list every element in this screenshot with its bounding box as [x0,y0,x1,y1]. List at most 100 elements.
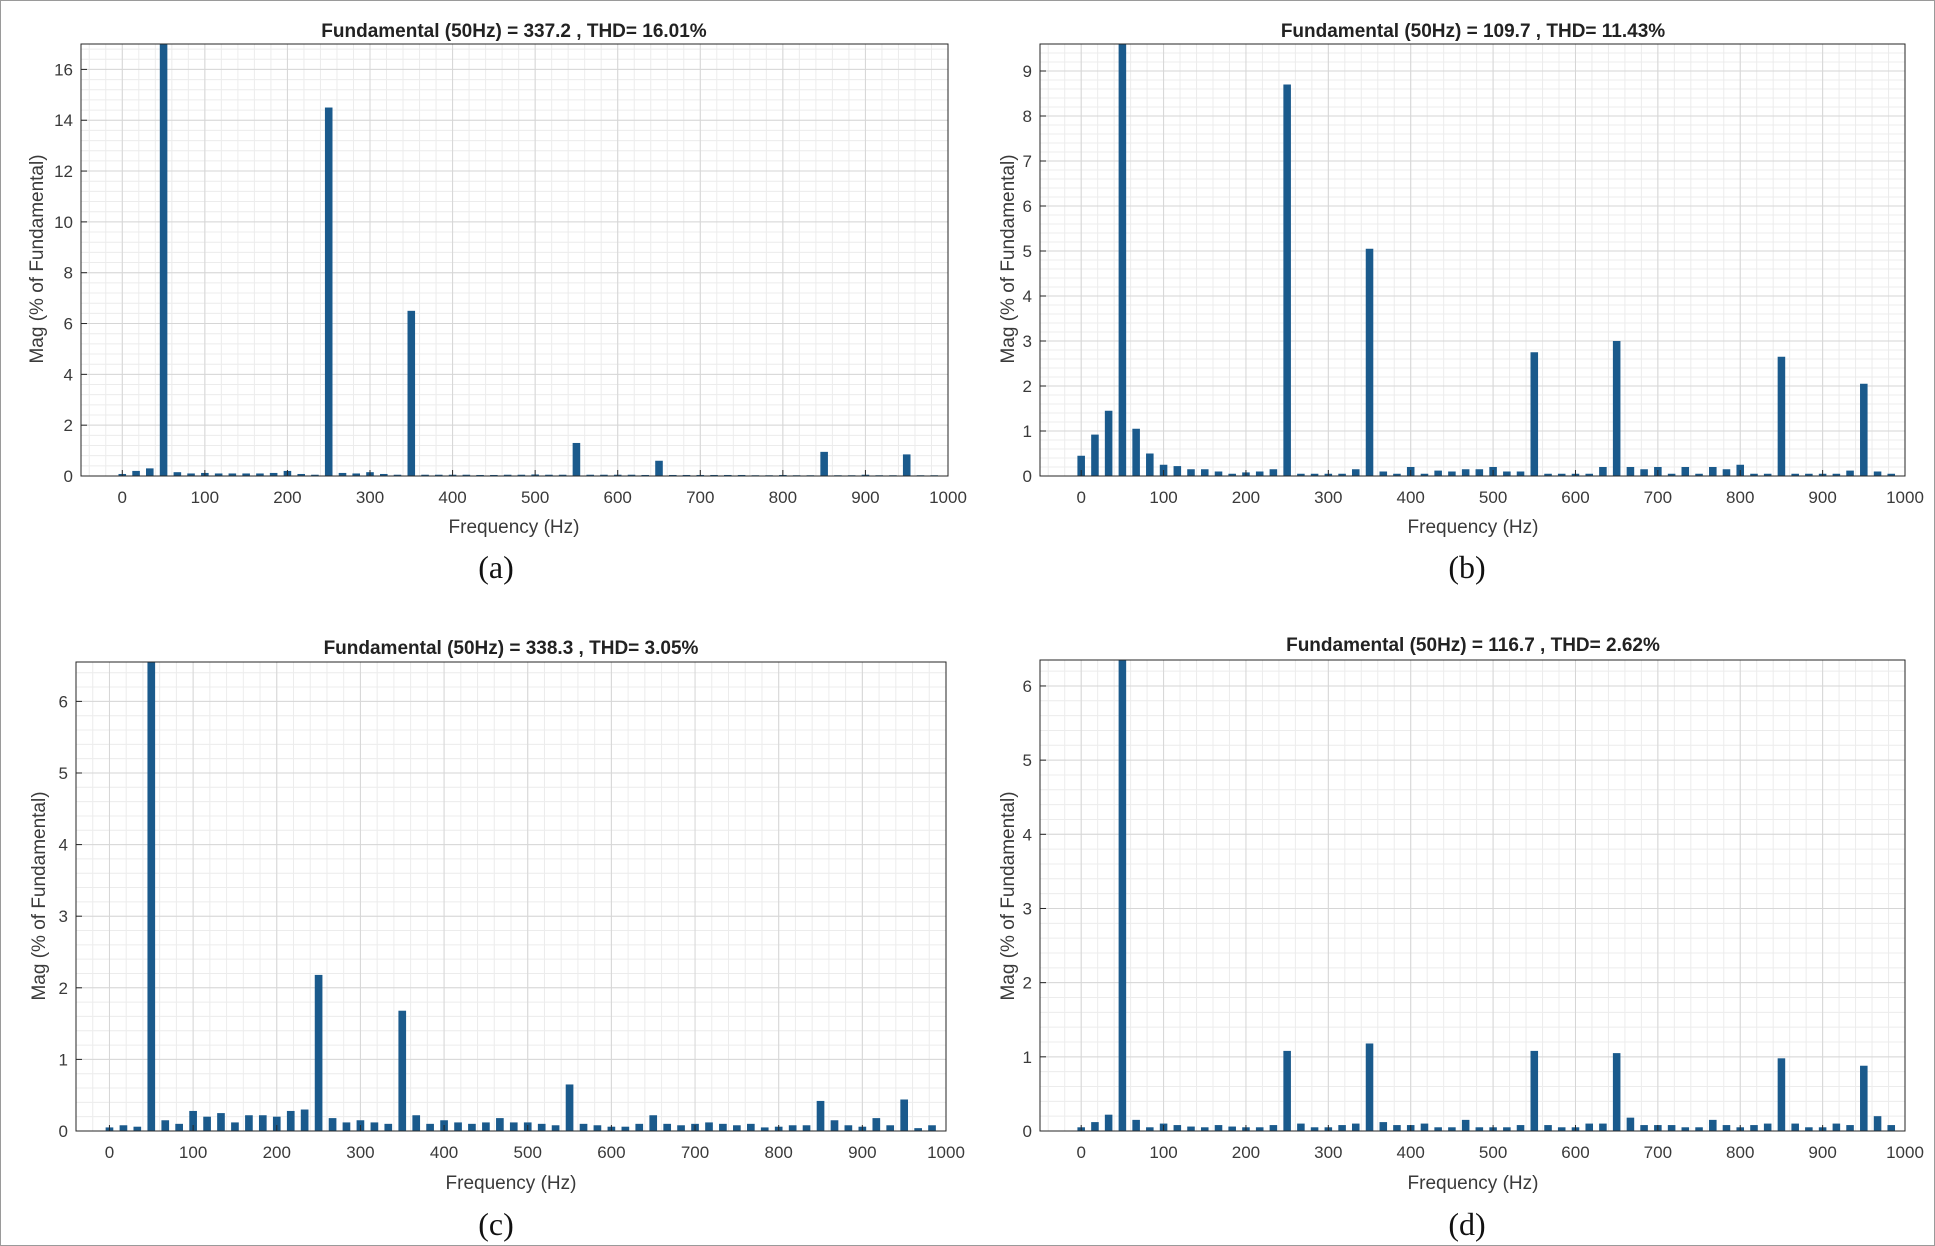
bar [380,473,388,476]
plot-background [81,44,948,476]
bar [1365,1043,1374,1131]
x-tick-label: 0 [1076,1143,1085,1162]
bar [1283,1050,1291,1131]
bar [1722,469,1731,476]
bar [655,460,663,476]
bar [1750,473,1758,476]
bar [663,1123,672,1131]
bar [1544,1125,1552,1131]
bar [1709,467,1717,476]
chart-b: 0 100 200 300 400 500 600 700 800 900 1000 0 1 2 3 4 5 6 7… [998,21,1924,585]
x-tick-label: 900 [851,488,879,507]
chart-title-a: Fundamental (50Hz) = 337.2 , THD= 16.01% [321,21,707,42]
caption-c: (c) [478,1206,514,1242]
x-tick-label: 600 [1561,1143,1589,1162]
bar [635,1123,644,1131]
bar [245,1115,253,1131]
bar [1599,1123,1607,1131]
chart-a: 0 100 200 300 400 500 600 700 800 900 1000 0 2 4 6 8 10 1… [27,21,967,585]
bar [710,474,718,476]
bar [1503,471,1511,476]
x-tick-label: 100 [1149,1143,1177,1162]
plot-area-b: 0 100 200 300 400 500 600 700 800 900 1000 0 1 2 3 4 5 6 7… [1023,43,1924,507]
bar [1214,471,1223,476]
x-tick-label: 0 [1076,488,1085,507]
bar [816,1100,825,1131]
bar [1791,1123,1799,1131]
bar [649,1115,658,1131]
bar [1228,473,1236,476]
axes-box [1039,43,1906,477]
x-tick-label: 1000 [927,1143,965,1162]
bar [1763,1123,1772,1131]
x-tick-label: 500 [1479,488,1507,507]
bar [1393,473,1401,476]
bar [1530,1050,1539,1131]
bar [572,442,581,476]
bar [132,470,140,476]
bar [1173,1125,1182,1131]
bar [1434,470,1442,476]
y-tick-label: 5 [1023,242,1032,261]
bar [1104,1114,1113,1131]
y-tick-label: 4 [1023,825,1032,844]
bar [537,1123,546,1131]
x-axis-label-b: Frequency (Hz) [1408,517,1539,538]
bar [1420,1123,1429,1131]
x-tick-label: 800 [769,488,797,507]
bar [1626,1117,1635,1131]
y-tick-label: 2 [64,416,73,435]
y-tick-label: 7 [1023,152,1032,171]
bar [435,474,443,476]
y-tick-label: 0 [64,467,73,486]
bar [586,474,594,476]
bar [1722,1125,1731,1131]
panel-a: 0 100 200 300 400 500 600 700 800 900 1000 0 2 4 6 8 10 1… [1,1,968,623]
y-tick-label: 3 [59,907,68,926]
bar [802,1125,811,1131]
x-tick-label: 0 [105,1143,114,1162]
bar [1599,467,1607,476]
bar [187,473,195,476]
bar [1338,473,1346,476]
x-tick-label: 700 [1644,488,1672,507]
bar [454,1122,462,1131]
bar [370,1122,379,1131]
bar [1612,341,1621,476]
bar [677,1125,685,1131]
y-tick-label: 0 [1023,1122,1032,1141]
bar [146,468,154,476]
y-axis-label-b: Mag (% of Fundamental) [998,154,1019,363]
bar [1585,1123,1594,1131]
chart-title-b: Fundamental (50Hz) = 109.7 , THD= 11.43% [1281,21,1665,42]
bar [231,1122,239,1131]
bar [621,1126,630,1131]
bar [421,474,429,476]
caption-a: (a) [478,549,514,585]
bar [1200,469,1209,476]
bar [462,474,471,476]
axes-box [80,43,949,477]
bar [820,451,828,476]
bar [426,1123,434,1131]
bar [1860,383,1868,476]
bar [1777,356,1786,476]
bar [1434,1127,1442,1131]
bar [1695,473,1703,476]
bar [558,474,567,476]
bar [545,474,553,476]
bar [1832,1123,1841,1131]
bar [1132,428,1140,476]
y-tick-label: 0 [59,1122,68,1141]
bar [747,1123,755,1131]
bar [1448,1127,1456,1131]
y-tick-label: 8 [64,264,73,283]
bar [719,1123,727,1131]
x-tick-label: 1000 [1886,488,1924,507]
bar [412,1115,421,1131]
bar [724,474,732,476]
y-tick-label: 2 [1023,974,1032,993]
bar [844,1125,853,1131]
bar [1887,1125,1896,1131]
bar [1255,471,1264,476]
